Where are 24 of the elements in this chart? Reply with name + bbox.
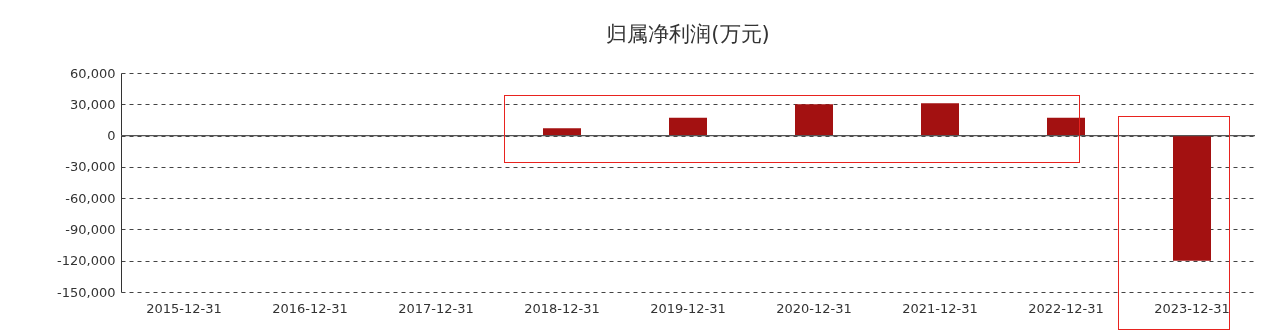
bar: [669, 117, 707, 136]
x-tick-label: 2017-12-31: [398, 300, 474, 316]
x-tick-label: 2020-12-31: [776, 300, 852, 316]
bar: [1047, 117, 1085, 136]
y-tick-label: -150,000: [57, 284, 116, 300]
bar: [543, 128, 581, 136]
y-tick-label: -90,000: [65, 221, 116, 237]
y-tick-label: -60,000: [65, 190, 116, 206]
y-tick-label: -120,000: [57, 253, 116, 269]
x-tick-label: 2019-12-31: [650, 300, 726, 316]
bar: [795, 104, 833, 136]
x-tick-label: 2016-12-31: [272, 300, 348, 316]
chart-title: 归属净利润(万元): [606, 22, 770, 46]
bar: [1173, 135, 1211, 261]
x-tick-label: 2018-12-31: [524, 300, 600, 316]
x-tick-label: 2021-12-31: [902, 300, 978, 316]
x-tick-label: 2023-12-31: [1154, 300, 1230, 316]
bar: [921, 103, 959, 136]
x-tick-label: 2015-12-31: [146, 300, 222, 316]
x-tick-label: 2022-12-31: [1028, 300, 1104, 316]
y-tick-label: 60,000: [70, 65, 116, 81]
y-tick-label: 0: [107, 128, 116, 144]
y-tick-label: -30,000: [65, 159, 116, 175]
y-tick-label: 30,000: [70, 96, 116, 112]
